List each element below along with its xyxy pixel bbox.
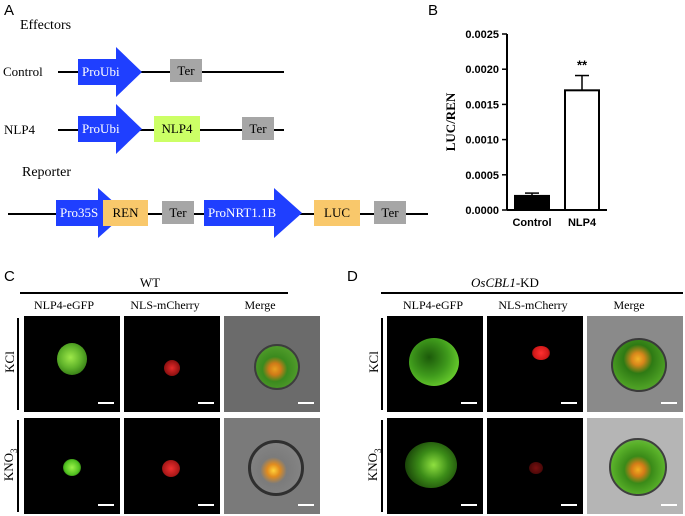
panel-d-genotype-suffix: -KD [515, 275, 539, 290]
green-nucleus [63, 459, 81, 476]
scale-bar [661, 504, 677, 506]
panel-c-row-kno3-bar [17, 420, 19, 512]
scale-bar [661, 402, 677, 404]
panel-d-col-mcherry: NLS-mCherry [498, 298, 568, 312]
scale-bar [561, 504, 577, 506]
scale-bar [561, 402, 577, 404]
scale-bar [298, 402, 314, 404]
x-tick-label-nlp4: NLP4 [568, 217, 597, 229]
red-nucleus [164, 360, 180, 376]
kno3-subscript: 3 [372, 448, 383, 453]
y-tick-label: 0.0025 [465, 29, 499, 41]
panel-d-row-kcl-label: KCl [366, 351, 381, 373]
scale-bar [98, 402, 114, 404]
kno3-subscript: 3 [8, 448, 19, 453]
y-tick-label: 0.0020 [465, 64, 499, 76]
merged-protoplast [248, 440, 304, 496]
panel-d-row-kno3-bar [381, 420, 383, 512]
terminator-box-control: Ter [170, 59, 202, 82]
construct-label-control: Control [3, 64, 43, 79]
micrograph-d-kcl-merge [587, 316, 683, 412]
panel-c-letter: C [4, 268, 15, 285]
panel-c-genotype-underline [20, 292, 288, 294]
bar-nlp4 [564, 89, 600, 211]
red-nucleus [162, 460, 180, 477]
scale-bar [461, 504, 477, 506]
construct-label-nlp4: NLP4 [4, 122, 36, 137]
y-tick-label: 0.0000 [465, 205, 499, 217]
panel-b-letter: B [428, 2, 439, 19]
micrograph-d-kcl-egfp [387, 316, 483, 412]
nlp4-gene-box: NLP4 [154, 116, 200, 142]
reporter-title: Reporter [22, 165, 71, 180]
merged-protoplast [611, 338, 667, 392]
panel-c-genotype: WT [139, 275, 161, 290]
panel-c-row-kno3-label: KNO3 [1, 445, 19, 485]
panel-c-row-kcl-bar [17, 318, 19, 410]
ren-gene-box: REN [103, 200, 148, 226]
promoter-label-pronrt11b: ProNRT1.1B [208, 205, 277, 220]
luc-ren-bar-chart: 0.0000 0.0005 0.0010 0.0015 0.0020 0.0025 LUC/… [443, 29, 607, 229]
micrograph-d-kno3-merge [587, 418, 683, 514]
scale-bar [198, 504, 214, 506]
green-protoplast [57, 343, 87, 375]
promoter-arrow-proubi-nlp4 [78, 104, 142, 154]
x-tick-label-control: Control [512, 217, 551, 229]
panel-c-col-egfp: NLP4-eGFP [33, 298, 95, 312]
micrograph-d-kcl-mcherry [487, 316, 583, 412]
green-protoplast [405, 442, 457, 488]
panel-d-col-merge: Merge [613, 298, 645, 312]
scale-bar [461, 402, 477, 404]
red-nucleus [532, 346, 550, 360]
micrograph-c-kcl-egfp [24, 316, 120, 412]
merged-protoplast [254, 344, 300, 390]
red-nucleus [529, 462, 543, 474]
bar-control [514, 194, 550, 211]
panel-d-row-kcl-bar [381, 318, 383, 410]
terminator-box-reporter-2: Ter [374, 201, 406, 224]
micrograph-c-kno3-merge [224, 418, 320, 514]
micrograph-d-kno3-egfp [387, 418, 483, 514]
y-tick-label: 0.0010 [465, 135, 499, 147]
effectors-title: Effectors [20, 18, 72, 33]
kno3-text: KNO [365, 452, 381, 482]
micrograph-c-kno3-mcherry [124, 418, 220, 514]
micrograph-d-kno3-mcherry [487, 418, 583, 514]
panel-d-genotype-underline [381, 292, 683, 294]
promoter-label-pro35s: Pro35S [60, 205, 99, 220]
terminator-box-nlp4: Ter [242, 117, 274, 140]
panel-d-genotype-italic: OsCBL1 [471, 275, 516, 290]
micrograph-c-kcl-mcherry [124, 316, 220, 412]
panel-d-letter: D [347, 268, 358, 285]
promoter-arrow-proubi-control [78, 47, 142, 97]
green-protoplast [409, 338, 459, 386]
panel-c-col-mcherry: NLS-mCherry [130, 298, 200, 312]
terminator-box-reporter-1: Ter [162, 201, 194, 224]
significance-label: ** [577, 58, 588, 73]
panel-a-letter: A [4, 2, 15, 19]
micrograph-c-kcl-merge [224, 316, 320, 412]
panel-c-col-merge: Merge [244, 298, 276, 312]
y-tick-label: 0.0015 [465, 99, 499, 111]
y-axis-label: LUC/REN [443, 92, 458, 151]
promoter-label-proubi-nlp4: ProUbi [82, 121, 120, 136]
kno3-text: KNO [1, 452, 17, 482]
panel-d-genotype: OsCBL1-KD [471, 275, 539, 291]
y-tick-label: 0.0005 [465, 170, 499, 182]
luc-gene-box: LUC [314, 200, 360, 226]
micrograph-c-kno3-egfp [24, 418, 120, 514]
promoter-label-proubi-control: ProUbi [82, 64, 120, 79]
scale-bar [198, 402, 214, 404]
scale-bar [98, 504, 114, 506]
scale-bar [298, 504, 314, 506]
promoter-arrow-pronrt11b [204, 188, 302, 238]
panel-d-row-kno3-label: KNO3 [365, 445, 383, 485]
merged-protoplast [609, 438, 667, 496]
panel-d-col-egfp: NLP4-eGFP [402, 298, 464, 312]
panel-c-row-kcl-label: KCl [2, 351, 17, 373]
